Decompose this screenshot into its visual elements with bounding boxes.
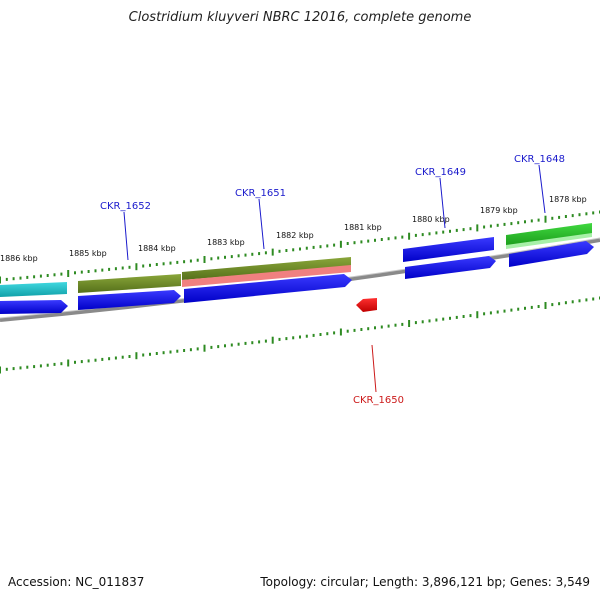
cyan-feature[interactable] — [0, 282, 67, 297]
olive-feature-ckr1651[interactable] — [182, 257, 351, 280]
leader-line-ckr1652 — [123, 211, 129, 261]
cds-arrow[interactable] — [0, 300, 68, 314]
ruler-label: 1879 kbp — [480, 206, 518, 215]
leader-line-ckr1650 — [371, 344, 377, 393]
map-title: Clostridium kluyveri NBRC 12016, complet… — [128, 10, 472, 25]
cds-arrow-ckr1648[interactable] — [509, 241, 594, 267]
pink-feature-ckr1651[interactable] — [182, 265, 351, 287]
cds-arrow-ckr1651[interactable] — [184, 274, 352, 303]
cds-arrow-ckr1649-b[interactable] — [405, 256, 496, 279]
ruler-label: 1885 kbp — [69, 249, 107, 258]
gene-label-ckr1648[interactable]: CKR_1648 — [514, 154, 565, 165]
gene-label-ckr1652[interactable]: CKR_1652 — [100, 201, 151, 212]
leader-line-ckr1651 — [258, 198, 265, 250]
leader-line-ckr1648 — [538, 164, 546, 214]
green-feature-ckr1648[interactable] — [506, 223, 592, 247]
green-feature-ckr1648-light — [506, 233, 592, 249]
ruler-label: 1883 kbp — [207, 238, 245, 247]
outer-ruler — [0, 210, 600, 284]
gene-label-ckr1649[interactable]: CKR_1649 — [415, 167, 466, 178]
ruler-label: 1880 kbp — [412, 215, 450, 224]
ruler-label: 1882 kbp — [276, 231, 314, 240]
gene-label-ckr1651[interactable]: CKR_1651 — [235, 188, 286, 199]
cds-arrow-ckr1650[interactable] — [356, 298, 377, 312]
cds-arrow-ckr1649-a[interactable] — [403, 237, 494, 262]
inner-ruler — [0, 296, 600, 374]
cds-arrow-ckr1652[interactable] — [78, 290, 181, 310]
ruler-label: 1881 kbp — [344, 223, 382, 232]
olive-feature-ckr1652[interactable] — [78, 274, 181, 293]
accession-text: Accession: NC_011837 — [8, 575, 145, 589]
topology-summary: Topology: circular; Length: 3,896,121 bp… — [260, 575, 590, 589]
ruler-label: 1884 kbp — [138, 244, 176, 253]
ruler-label: 1878 kbp — [549, 195, 587, 204]
gene-label-ckr1650[interactable]: CKR_1650 — [353, 395, 404, 406]
leader-line-ckr1649 — [439, 177, 446, 229]
ruler-label: 1886 kbp — [0, 254, 38, 263]
